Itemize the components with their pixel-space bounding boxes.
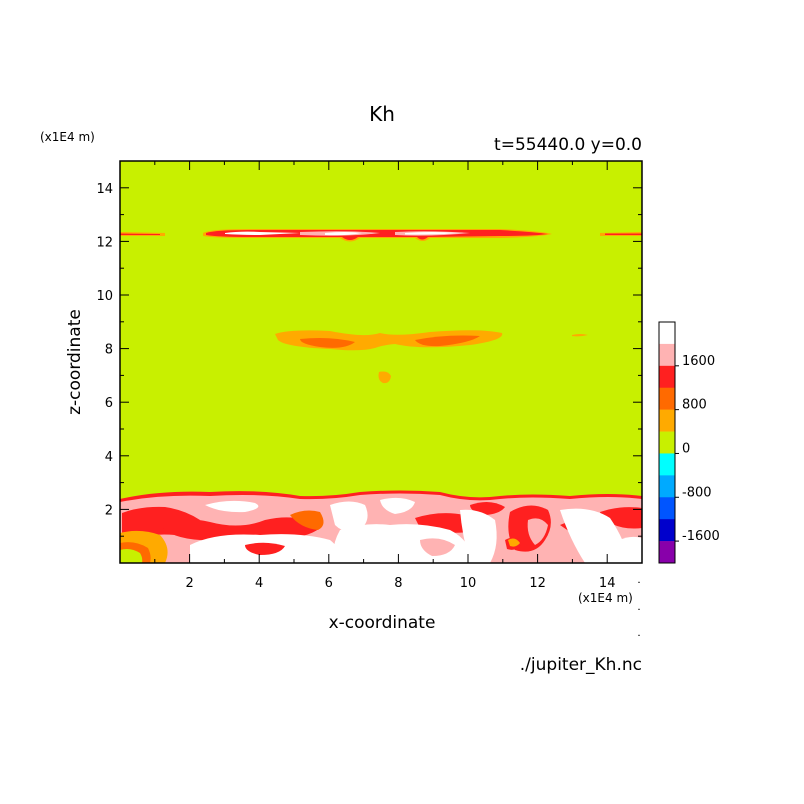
source-file-label: ./jupiter_Kh.nc <box>520 655 642 675</box>
colorbar <box>658 321 676 564</box>
boundary-layer <box>120 490 642 563</box>
colorbar-swatch <box>659 409 675 432</box>
y-tick-label: 10 <box>96 289 113 304</box>
y-tick-label: 2 <box>105 503 113 518</box>
y-tick-label: 12 <box>96 235 113 250</box>
y-tick-label: 8 <box>105 343 113 358</box>
chart-title: Kh <box>369 102 395 126</box>
colorbar-swatch <box>659 519 675 542</box>
x-axis-label: x-coordinate <box>329 613 436 633</box>
x-tick-label: 2 <box>185 576 193 591</box>
small-blob <box>378 371 391 384</box>
colorbar-label: 1600 <box>682 354 715 369</box>
plot-frame <box>119 160 643 564</box>
marker-dot: ˙ <box>636 580 642 594</box>
colorbar-swatch <box>659 322 675 345</box>
colorbar-swatch <box>659 387 675 410</box>
colorbar-swatch <box>659 365 675 389</box>
colorbar-labels: 1600 800 0 -800 -1600 <box>675 354 720 544</box>
colorbar-swatch <box>659 497 675 520</box>
colorbar-swatch <box>659 431 675 454</box>
y-axis-label: z-coordinate <box>65 309 85 415</box>
colorbar-label: 0 <box>682 441 690 456</box>
colorbar-label: -800 <box>682 485 712 500</box>
colorbar-swatch <box>659 453 675 476</box>
mid-level-band <box>275 330 588 351</box>
y-unit-label: (x1E4 m) <box>40 130 95 144</box>
x-ticks: 2 4 6 8 10 12 14 <box>154 161 616 591</box>
x-tick-label: 12 <box>529 576 546 591</box>
y-tick-label: 6 <box>105 396 113 411</box>
y-tick-label: 14 <box>96 182 113 197</box>
x-tick-label: 14 <box>599 576 616 591</box>
x-tick-label: 10 <box>460 576 477 591</box>
x-tick-label: 4 <box>255 576 263 591</box>
colorbar-label: 800 <box>682 398 707 413</box>
upper-layer-band <box>120 229 642 242</box>
plot-area <box>120 161 642 563</box>
x-tick-label: 8 <box>394 576 402 591</box>
marker-dot: ˙ <box>636 607 642 621</box>
colorbar-label: -1600 <box>682 529 720 544</box>
marker-dot: ˙ <box>636 633 642 647</box>
y-tick-label: 4 <box>105 450 113 465</box>
colorbar-swatch <box>659 343 675 367</box>
x-tick-label: 6 <box>325 576 333 591</box>
colorbar-swatch <box>659 475 675 498</box>
y-ticks: 2 4 6 8 10 12 14 <box>96 182 642 537</box>
colorbar-swatch <box>659 541 675 564</box>
colorbar-frame <box>658 321 676 564</box>
x-unit-label: (x1E4 m) <box>578 591 633 605</box>
chart-subtitle: t=55440.0 y=0.0 <box>494 135 642 155</box>
